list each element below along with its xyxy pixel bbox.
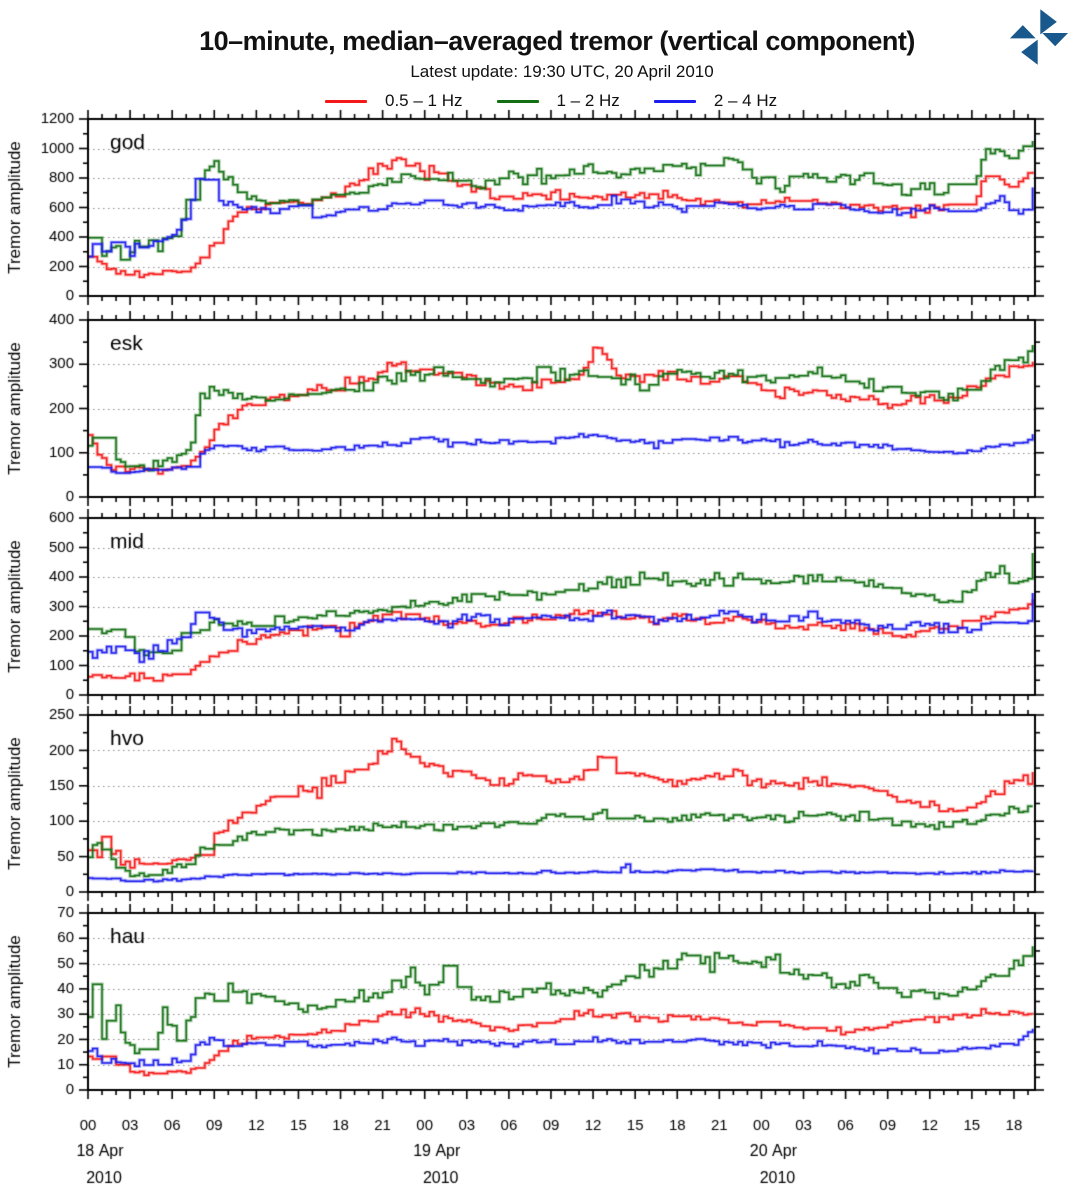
logo-triangle-bottom xyxy=(1021,39,1038,65)
legend-item-band3: 2 – 4 Hz xyxy=(653,91,778,111)
page-title: 10–minute, median–averaged tremor (verti… xyxy=(199,26,915,56)
legend-item-band2: 1 – 2 Hz xyxy=(496,91,620,111)
blue-line-swatch xyxy=(653,99,696,103)
logo-triangle-right xyxy=(1042,33,1069,47)
logo-triangle-left xyxy=(1009,25,1036,39)
legend-label: 2 – 4 Hz xyxy=(713,91,778,110)
legend-label: 0.5 – 1 Hz xyxy=(385,91,463,110)
legend-item-band1: 0.5 – 1 Hz xyxy=(325,91,463,111)
update-timestamp: Latest update: 19:30 UTC, 20 April 2010 xyxy=(410,62,714,81)
legend-label: 1 – 2 Hz xyxy=(556,91,620,110)
met-office-pinwheel-logo xyxy=(1009,9,1069,65)
frequency-band-legend: 0.5 – 1 Hz 1 – 2 Hz 2 – 4 Hz xyxy=(325,91,777,111)
red-line-swatch xyxy=(325,99,367,103)
logo-triangle-top xyxy=(1040,9,1057,35)
green-line-swatch xyxy=(496,99,539,103)
